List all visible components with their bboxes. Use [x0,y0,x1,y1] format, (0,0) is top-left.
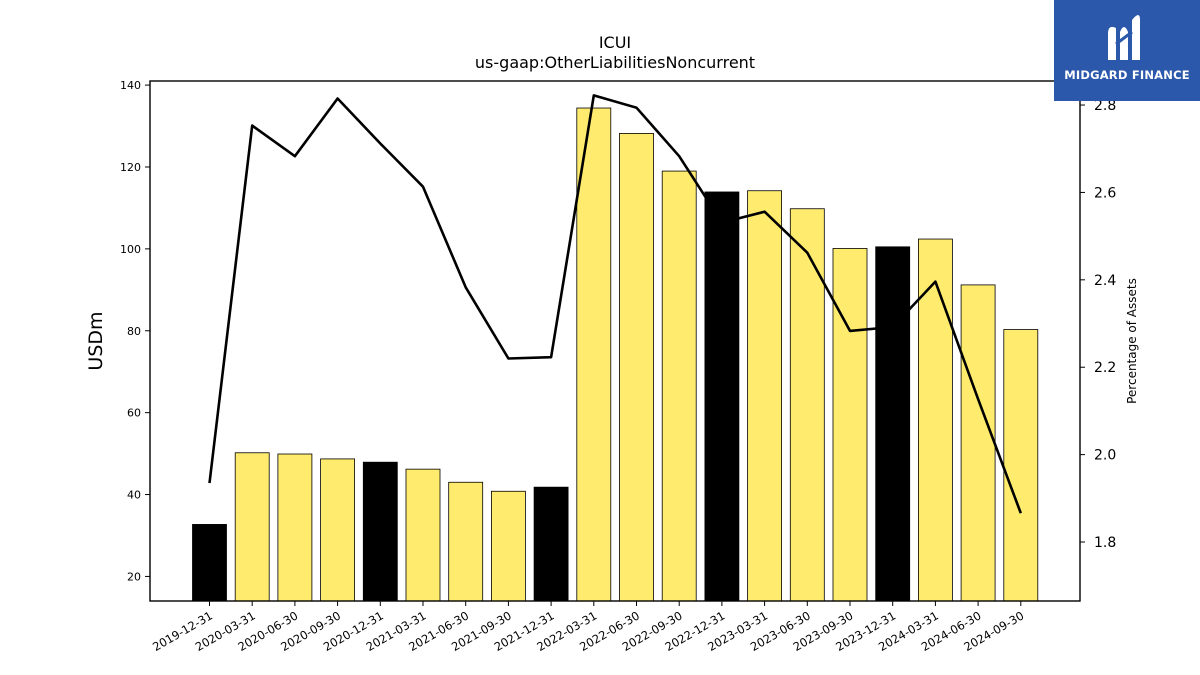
chart-subtitle: us-gaap:OtherLiabilitiesNoncurrent [475,53,755,72]
y2-tick-label: 2.4 [1094,273,1116,289]
y-axis-label: USDm [85,311,107,370]
y2-tick-label: 2.6 [1094,185,1116,201]
y-tick-label: 120 [120,161,141,174]
y2-tick-label: 2.0 [1094,448,1116,464]
y-tick-label: 100 [120,243,141,256]
bar-2021-12-31 [533,486,569,602]
bar-2021-06-30 [448,481,484,602]
bar-2022-06-30 [619,133,654,602]
midgard-finance-logo: MIDGARD FINANCE [1054,0,1200,101]
y2-tick-label: 2.2 [1094,360,1116,376]
bar-2023-03-31 [747,190,782,602]
bar-2020-12-31 [362,461,398,602]
bar-2024-03-31 [918,238,953,602]
y-tick-label: 20 [127,570,141,583]
percentage-of-assets-line [208,94,1023,514]
y-tick-label: 80 [127,325,141,338]
y-tick-label: 140 [120,79,141,92]
bar-2020-09-30 [320,458,356,602]
bar-2022-12-31 [704,191,740,602]
left-axis-ticks: 20 40 60 80 100 120 140 [120,79,150,583]
plot-frame [149,80,1081,602]
bar-2020-06-30 [277,453,313,602]
y2-tick-label: 2.8 [1094,98,1116,114]
x-axis-ticks: 2019-12-312020-03-312020-06-302020-09-30… [150,601,1026,654]
y2-axis-label: Percentage of Assets [1125,278,1139,404]
bar-2023-06-30 [789,208,825,602]
logo-text: MIDGARD FINANCE [1064,68,1190,82]
y-tick-label: 60 [127,407,141,420]
bar-2019-12-31 [192,524,227,602]
bar-2023-09-30 [832,248,868,602]
y2-tick-label: 1.8 [1094,535,1116,551]
bar-2021-03-31 [405,468,441,602]
bar-2021-09-30 [490,490,526,602]
bar-2023-12-31 [875,246,911,602]
bars-layer [192,107,1039,602]
bar-2020-03-31 [234,452,270,602]
bar-2024-06-30 [960,284,996,602]
bar-2022-03-31 [576,107,612,602]
right-axis-ticks: 1.8 2.0 2.2 2.4 2.6 2.8 [1080,98,1116,551]
bar-2022-09-30 [661,170,697,602]
bar-2024-09-30 [1003,329,1039,602]
midgard-m-icon [1108,15,1140,60]
chart-title: ICUI [599,33,631,52]
y-tick-label: 40 [127,489,141,502]
